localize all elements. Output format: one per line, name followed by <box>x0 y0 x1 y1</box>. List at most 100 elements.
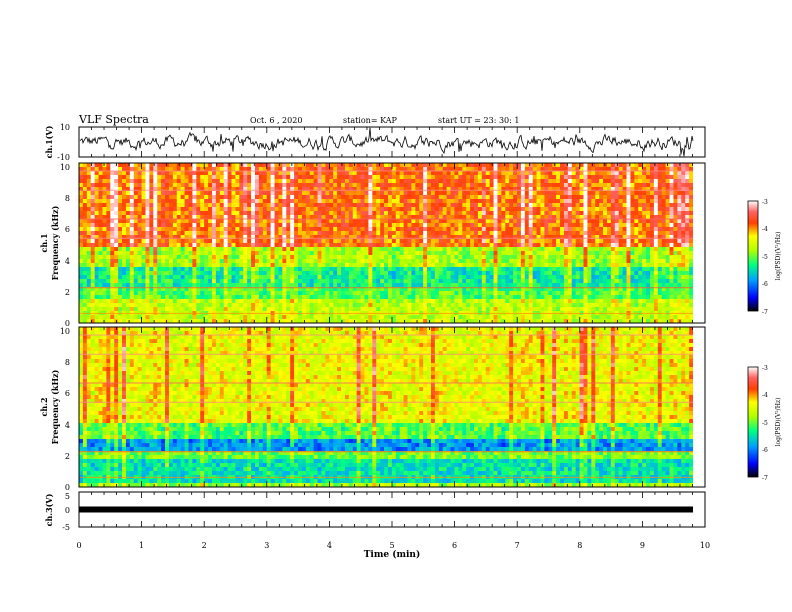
spectrogram-cell <box>204 203 209 208</box>
spectrogram-cell <box>200 227 205 232</box>
spectrogram-cell <box>98 267 103 272</box>
spectrogram-cell <box>114 219 119 224</box>
spectrogram-cell <box>364 243 369 248</box>
spectrogram-cell <box>560 255 565 260</box>
spectrogram-cell <box>137 275 142 280</box>
spectrogram-cell <box>552 183 557 188</box>
spectrogram-cell <box>133 267 139 272</box>
spectrogram-cell <box>446 183 451 188</box>
spectrogram-cell <box>614 243 620 248</box>
spectrogram-cell <box>473 263 479 268</box>
spectrogram-cell <box>270 191 275 196</box>
spectrogram-cell <box>395 251 401 256</box>
spectrogram-cell <box>129 275 135 280</box>
spectrogram-cell <box>489 183 494 188</box>
spectrogram-cell <box>348 259 354 264</box>
spectrogram-cell <box>501 283 506 288</box>
spectrogram-cell <box>399 163 404 168</box>
spectrogram-cell <box>188 283 193 288</box>
spectrogram-cell <box>372 191 377 196</box>
spectrogram-cell <box>587 167 592 172</box>
spectrogram-cell <box>552 267 557 272</box>
spectrogram-cell <box>176 187 182 192</box>
spectrogram-cell <box>168 163 174 168</box>
spectrogram-cell <box>477 175 483 180</box>
spectrogram-cell <box>540 255 545 260</box>
spectrogram-cell <box>610 179 616 184</box>
spectrogram-cell <box>575 271 580 276</box>
spectrogram-cell <box>106 255 111 260</box>
spectrogram-cell <box>141 243 146 248</box>
spectrogram-cell <box>454 255 459 260</box>
spectrogram-cell <box>583 255 588 260</box>
spectrogram-cell <box>427 279 432 284</box>
spectrogram-cell <box>497 231 502 236</box>
spectrogram-cell <box>223 231 229 236</box>
spectrogram-cell <box>290 271 295 276</box>
spectrogram-cell <box>532 175 537 180</box>
spectrogram-cell <box>161 279 166 284</box>
spectrogram-cell <box>411 207 416 212</box>
spectrogram-cell <box>536 203 541 208</box>
spectrogram-cell <box>618 203 623 208</box>
spectrogram-cell <box>333 227 338 232</box>
spectrogram-cell <box>423 179 428 184</box>
spectrogram-cell <box>180 203 185 208</box>
spectrogram-cell <box>430 175 436 180</box>
spectrogram-cell <box>618 239 623 244</box>
spectrogram-cell <box>403 199 408 204</box>
spectrogram-cell <box>231 239 236 244</box>
spectrogram-cell <box>180 259 185 264</box>
spectrogram-cell <box>685 283 690 288</box>
spectrogram-cell <box>341 271 346 276</box>
spectrogram-cell <box>661 239 667 244</box>
spectrogram-cell <box>669 255 674 260</box>
spectrogram-cell <box>204 223 209 228</box>
spectrogram-cell <box>587 255 592 260</box>
spectrogram-cell <box>106 223 111 228</box>
spectrogram-cell <box>79 207 84 212</box>
spectrogram-cell <box>274 243 279 248</box>
spectrogram-cell <box>685 175 690 180</box>
spectrogram-cell <box>215 259 221 264</box>
spectrogram-cell <box>208 203 213 208</box>
spectrogram-cell <box>411 163 416 168</box>
spectrogram-cell <box>321 171 326 176</box>
spectrogram-cell <box>98 235 103 240</box>
spectrogram-cell <box>532 163 537 168</box>
spectrogram-cell <box>563 271 569 276</box>
spectrogram-cell <box>446 219 451 224</box>
spectrogram-cell <box>387 247 393 252</box>
spectrogram-cell <box>274 263 279 268</box>
spectrogram-cell <box>235 175 240 180</box>
spectrogram-cell <box>395 215 401 220</box>
spectrogram-cell <box>356 267 361 272</box>
spectrogram-cell <box>575 199 580 204</box>
spectrogram-cell <box>282 179 287 184</box>
spectrogram-cell <box>669 279 674 284</box>
spectrogram-cell <box>125 235 131 240</box>
spectrogram-cell <box>172 279 178 284</box>
spectrogram-cell <box>630 203 635 208</box>
spectrogram-cell <box>411 191 416 196</box>
spectrogram-cell <box>528 191 534 196</box>
spectrogram-cell <box>317 239 322 244</box>
spectrogram-cell <box>466 195 471 200</box>
spectrogram-cell <box>665 211 670 216</box>
spectrogram-cell <box>188 219 193 224</box>
spectrogram-cell <box>685 231 690 236</box>
spectrogram-cell <box>599 239 604 244</box>
spectrogram-cell <box>556 223 561 228</box>
spectrogram-cell <box>575 259 580 264</box>
spectrogram-cell <box>560 227 565 232</box>
spectrogram-cell <box>462 239 467 244</box>
spectrogram-cell <box>235 187 240 192</box>
spectrogram-cell <box>685 203 690 208</box>
spectrogram-cell <box>266 199 272 204</box>
spectrogram-cell <box>477 223 483 228</box>
spectrogram-cell <box>348 255 354 260</box>
spectrogram-cell <box>329 171 334 176</box>
spectrogram-cell <box>79 191 84 196</box>
spectrogram-cell <box>560 247 565 252</box>
spectrogram-cell <box>517 247 522 252</box>
